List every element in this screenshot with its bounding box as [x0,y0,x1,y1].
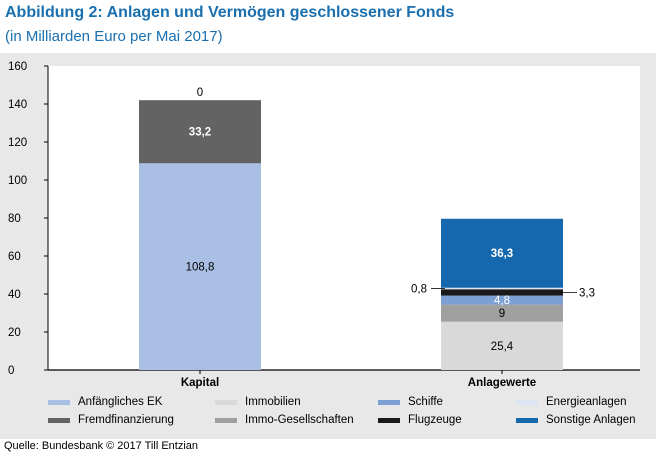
legend-item: Schiffe [378,396,443,408]
y-tick-label: 0 [8,365,14,377]
y-tick-label: 40 [8,289,21,301]
legend-label: Energieanlagen [546,396,627,408]
y-tick-label: 120 [8,137,27,149]
legend-swatch [215,399,237,405]
bar-segment [139,100,261,164]
legend-item: Sonstige Anlagen [516,414,636,426]
data-label: 36,3 [491,248,513,260]
data-label: 108,8 [186,262,215,274]
legend-swatch [378,417,400,423]
source-note: Quelle: Bundesbank © 2017 Till Entzian [4,440,199,452]
y-tick-label: 160 [8,61,27,73]
bar-segment [441,321,563,370]
data-label: 9 [499,308,505,320]
x-tick-label: Anlagewerte [468,377,536,389]
bar-segment [441,287,563,290]
bar-segment [441,295,563,305]
legend-swatch [48,417,70,423]
legend-item: Immobilien [215,396,301,408]
legend-swatch [215,417,237,423]
data-label: 33,2 [189,127,211,139]
chart-subtitle: (in Milliarden Euro per Mai 2017) [5,28,223,45]
data-label: 0 [197,87,203,99]
y-tick-label: 100 [8,175,27,187]
data-label: 3,3 [579,287,595,299]
legend-label: Immo-Gesellschaften [245,414,354,426]
legend-swatch [516,399,538,405]
legend-label: Fremdfinanzierung [78,414,174,426]
x-tick-label: Kapital [181,377,219,389]
legend-swatch [48,399,70,405]
legend-item: Immo-Gesellschaften [215,414,354,426]
y-tick-label: 20 [8,327,21,339]
y-tick-label: 140 [8,99,27,111]
data-label: 25,4 [491,341,514,353]
chart-title: Abbildung 2: Anlagen und Vermögen geschl… [5,4,455,21]
legend-label: Anfängliches EK [78,396,163,408]
legend-item: Flugzeuge [378,414,462,426]
legend-item: Anfängliches EK [48,396,162,408]
legend-item: Energieanlagen [516,396,627,408]
stacked-bar-chart: 0 20 40 60 80 100 120 140 160 Kapital Anlagewerte 1… [8,61,640,389]
bar-segment [139,163,261,370]
bar-segment [441,289,563,296]
legend-label: Immobilien [245,396,301,408]
legend-item: Fremdfinanzierung [48,414,174,426]
legend-label: Schiffe [408,396,443,408]
bar-segment [441,218,563,288]
bar-segment [441,304,563,322]
legend-label: Sonstige Anlagen [546,414,636,426]
data-label: 0,8 [411,283,427,295]
legend-swatch [378,399,400,405]
y-tick-label: 80 [8,213,21,225]
y-tick-label: 60 [8,251,21,263]
legend-label: Flugzeuge [408,414,462,426]
legend-swatch [516,417,538,423]
chart-legend: Anfängliches EK Immobilien Schiffe Energiea… [48,396,648,434]
data-label: 4,8 [494,295,510,307]
